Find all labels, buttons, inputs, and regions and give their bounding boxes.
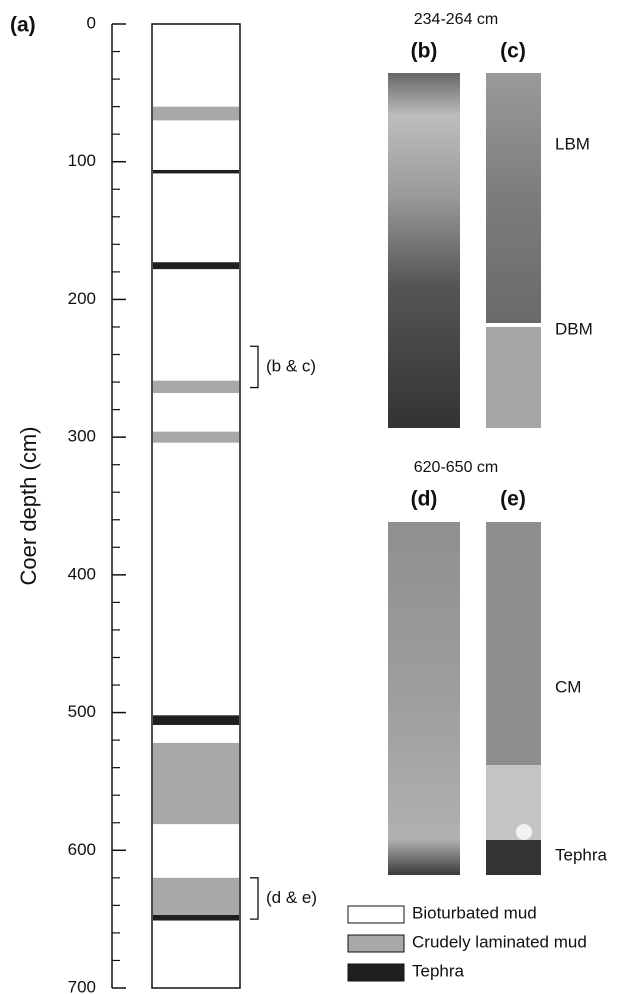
core-column [151, 23, 241, 989]
y-tick-label: 300 [68, 427, 96, 446]
facies-interval [153, 431, 239, 443]
y-tick-label: 100 [68, 151, 96, 170]
legend-swatch [347, 963, 405, 982]
legend-label: Crudely laminated mud [412, 932, 587, 951]
bracket-label: (b & c) [266, 356, 316, 375]
core-photo [486, 73, 541, 323]
core-photo [486, 765, 541, 840]
photo-title: 620-650 cm [414, 459, 499, 476]
legend-swatch [347, 905, 405, 924]
facies-interval [153, 715, 239, 725]
y-tick-label: 500 [68, 702, 96, 721]
photo-title: 234-264 cm [414, 11, 499, 28]
bracket [250, 877, 259, 920]
facies-interval [153, 877, 239, 916]
facies-interval [153, 915, 239, 921]
photo-label: (b) [411, 40, 438, 63]
core-photo [388, 73, 460, 428]
facies-interval [153, 742, 239, 825]
facies-interval [153, 380, 239, 394]
y-tick-label: 700 [68, 977, 96, 994]
legend-swatch [347, 934, 405, 953]
facies-interval [153, 106, 239, 121]
unit-label: LBM [555, 134, 590, 153]
core-photo [486, 522, 541, 765]
y-tick-label: 200 [68, 289, 96, 308]
legend-label: Tephra [412, 961, 465, 980]
y-tick-label: 400 [68, 564, 96, 583]
y-tick-label: 0 [87, 13, 96, 32]
y-tick-label: 600 [68, 840, 96, 859]
bracket [250, 345, 259, 389]
panel-label: (a) [10, 14, 36, 37]
unit-label: DBM [555, 319, 593, 338]
facies-interval [153, 262, 239, 270]
core-photo [486, 840, 541, 875]
core-photo [388, 522, 460, 875]
photo-label: (e) [500, 488, 526, 511]
unit-label: Tephra [555, 845, 608, 864]
photo-label: (c) [500, 40, 526, 63]
core-photo [516, 824, 532, 840]
y-axis-label: Coer depth (cm) [16, 427, 41, 586]
unit-label: CM [555, 677, 581, 696]
facies-interval [153, 169, 239, 174]
legend-label: Bioturbated mud [412, 903, 537, 922]
core-photo [486, 327, 541, 428]
photo-label: (d) [411, 488, 438, 511]
bracket-label: (d & e) [266, 888, 317, 907]
